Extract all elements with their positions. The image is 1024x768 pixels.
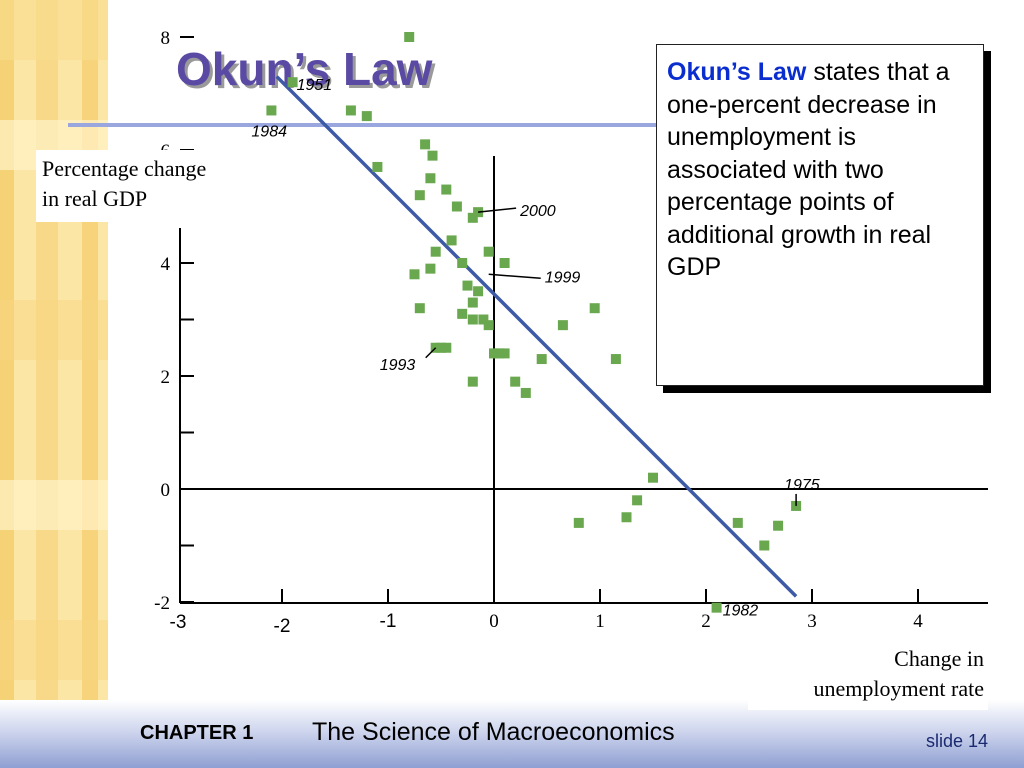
point-annotation: 1951 [297, 77, 333, 94]
x-tick-label: 3 [807, 611, 817, 632]
data-point [372, 161, 383, 172]
data-point [425, 173, 436, 184]
callout-body: states that a one-percent decrease in un… [667, 58, 950, 281]
data-point [430, 246, 441, 257]
data-point [457, 258, 468, 268]
data-point [499, 348, 510, 359]
data-point [425, 263, 436, 274]
data-point [557, 320, 568, 331]
slide-title: Okun’s Law [176, 43, 433, 95]
slide-number: slide 14 [926, 731, 989, 751]
annotation-leader [478, 207, 517, 213]
x-axis-label-text: Change in unemployment rate [813, 646, 984, 701]
data-point [467, 376, 478, 387]
data-point [404, 32, 415, 42]
y-tick-label: 0 [161, 480, 171, 501]
data-point [427, 150, 438, 161]
data-point [478, 314, 489, 325]
data-point [287, 77, 298, 88]
annotation-leader [488, 273, 541, 280]
data-point [467, 297, 478, 308]
footer-title: The Science of Macroeconomics [312, 718, 675, 746]
data-point [361, 111, 372, 122]
data-point [732, 517, 743, 528]
data-point [483, 246, 494, 257]
data-point [773, 520, 784, 531]
footer-chapter: CHAPTER 1 [140, 722, 254, 744]
point-annotation: 1993 [380, 357, 416, 374]
point-annotation: 1975 [784, 477, 820, 494]
point-annotation: 1984 [251, 123, 287, 140]
y-axis-label: Percentage change in real GDP [36, 150, 262, 222]
data-point [536, 354, 547, 365]
data-point [573, 517, 584, 528]
data-point [462, 280, 473, 291]
data-point [473, 286, 484, 297]
definition-callout-box [656, 44, 984, 386]
x-axis-label: Change in unemployment rate [748, 644, 988, 710]
data-point [420, 139, 431, 150]
definition-callout-text: Okun’s Law states that a one-percent dec… [667, 56, 979, 284]
y-tick-label: 2 [161, 367, 171, 388]
data-point [345, 105, 356, 116]
y-tick-label: 8 [161, 28, 171, 49]
data-point [457, 308, 468, 319]
data-point [499, 258, 510, 268]
x-tick-label: 4 [913, 611, 923, 632]
data-point [446, 235, 457, 246]
point-annotation: 1982 [723, 603, 759, 620]
data-point [409, 269, 420, 280]
x-tick-label: -2 [274, 616, 291, 637]
x-tick-label: 2 [701, 611, 711, 632]
x-tick-label: 0 [489, 611, 499, 632]
data-point [414, 303, 425, 314]
annotation-leader [425, 347, 437, 359]
data-point [632, 495, 643, 506]
regression-line [275, 75, 798, 598]
footer-bar [0, 700, 1024, 768]
data-point [494, 348, 505, 359]
data-point [266, 105, 277, 116]
data-point [451, 201, 462, 212]
data-point [589, 303, 600, 314]
point-annotation: 1999 [545, 269, 581, 286]
point-annotation: 2000 [519, 203, 556, 220]
data-point [414, 190, 425, 201]
x-tick-label: -3 [170, 612, 187, 633]
title-underline [68, 123, 668, 127]
y-axis-label-text: Percentage change in real GDP [42, 156, 207, 211]
data-point [441, 342, 452, 353]
y-tick-label: 4 [161, 254, 171, 275]
data-point [759, 540, 770, 551]
data-point [441, 184, 452, 195]
data-point [648, 472, 658, 483]
y-tick-label: -2 [154, 593, 170, 614]
x-tick-label: -1 [380, 611, 397, 632]
x-tick-label: 1 [595, 611, 605, 632]
callout-term: Okun’s Law [667, 58, 807, 86]
data-point [520, 387, 531, 398]
data-point [510, 376, 521, 387]
data-point [467, 314, 478, 325]
data-point [711, 602, 722, 613]
data-point [436, 342, 446, 353]
data-point [610, 354, 621, 365]
data-point [467, 212, 478, 223]
data-point [483, 320, 494, 331]
data-point [621, 512, 632, 523]
data-point [489, 348, 499, 359]
